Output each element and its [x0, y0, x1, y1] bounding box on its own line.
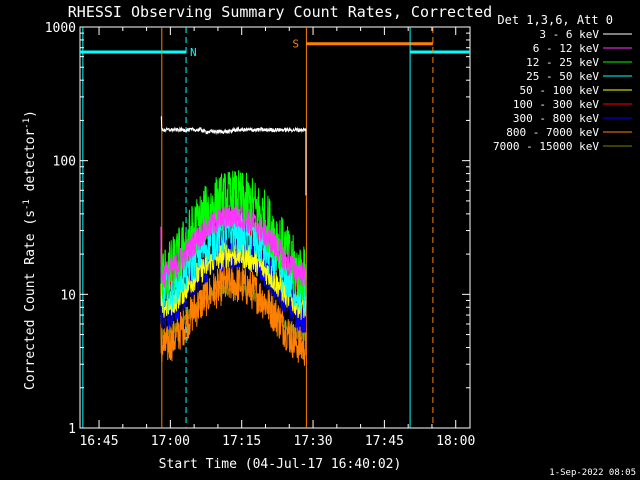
legend-label: 300 - 800 keV: [513, 112, 599, 125]
y-tick-label: 100: [53, 155, 76, 170]
x-tick-label: 17:00: [151, 434, 190, 449]
axes: 1 10 100 1000 16:45 17:00 17:15 17:30 17:45 18:00: [45, 21, 476, 449]
y-axis-label-part: detector: [23, 129, 38, 200]
legend-label: 800 - 7000 keV: [506, 126, 599, 139]
plot-area: [79, 26, 471, 429]
y-axis-label-sup: -1: [22, 199, 32, 210]
x-tick-label: 17:15: [222, 434, 261, 449]
series-line: [160, 264, 307, 366]
y-tick-label: 1000: [45, 21, 76, 36]
legend-label: 50 - 100 keV: [520, 84, 600, 97]
attenuator-intervals: NS: [80, 38, 470, 59]
legend-label: 7000 - 15000 keV: [493, 140, 599, 153]
x-tick-label: 16:45: [79, 434, 118, 449]
y-axis-label-part: ): [23, 110, 38, 118]
legend-header: Det 1,3,6, Att 0: [497, 13, 613, 27]
timestamp: 1-Sep-2022 08:05: [549, 468, 636, 478]
plot-frame: [79, 26, 471, 429]
chart-title: RHESSI Observing Summary Count Rates, Co…: [68, 3, 492, 21]
interval-label: N: [190, 46, 197, 59]
x-tick-label: 17:30: [293, 434, 332, 449]
x-tick-label: 18:00: [436, 434, 475, 449]
vertical-markers: [82, 27, 434, 428]
interval-label: S: [292, 38, 299, 51]
legend-label: 3 - 6 keV: [539, 28, 599, 41]
series-line: [160, 204, 307, 288]
x-tick-label: 17:45: [365, 434, 404, 449]
y-axis-label-part: Corrected Count Rate (s: [23, 210, 38, 390]
y-tick-label: 10: [60, 288, 76, 303]
series-layer: [160, 116, 307, 366]
y-axis-label-sup: -1: [22, 118, 32, 129]
series-line: [160, 116, 307, 196]
legend-label: 12 - 25 keV: [526, 56, 599, 69]
legend-label: 25 - 50 keV: [526, 70, 599, 83]
legend-label: 6 - 12 keV: [533, 42, 600, 55]
series-line: [160, 212, 307, 315]
x-axis-label: Start Time (04-Jul-17 16:40:02): [159, 457, 402, 472]
y-tick-label: 1: [68, 422, 76, 437]
y-axis-label: Corrected Count Rate (s-1 detector-1): [22, 110, 38, 390]
legend-label: 100 - 300 keV: [513, 98, 599, 111]
